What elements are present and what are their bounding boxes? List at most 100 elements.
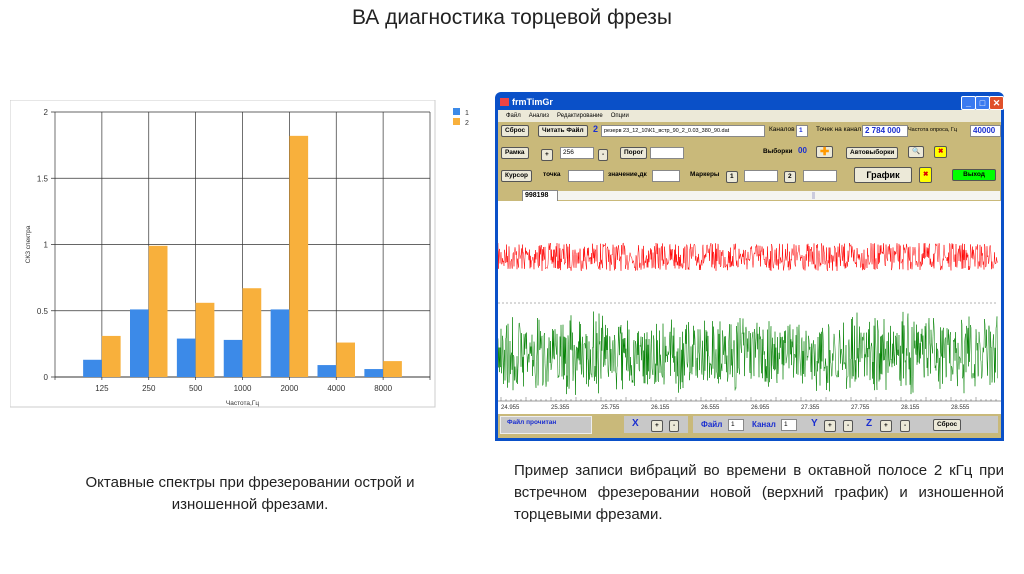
maximize-button[interactable]: □ [975, 96, 990, 110]
z-plus-button[interactable]: + [880, 420, 892, 432]
zoom-icon[interactable]: 🔍 [908, 146, 925, 158]
minimize-button[interactable]: _ [961, 96, 976, 110]
frame-plus-button[interactable]: + [541, 149, 553, 161]
y-tick-label: 1 [44, 241, 49, 250]
clear-graph-icon[interactable]: ✖ [919, 167, 933, 183]
add-sample-button[interactable]: ✚ [816, 146, 834, 158]
file-spinner[interactable]: 1 [728, 419, 744, 431]
channels-label: Каналов [769, 126, 795, 133]
file-label: Файл [701, 420, 723, 429]
graph-button[interactable]: График [854, 167, 912, 183]
frame-minus-button[interactable]: - [598, 149, 609, 161]
x-minus-button[interactable]: - [669, 420, 680, 432]
bar-s1-1000 [223, 339, 243, 377]
bar-s2-8000 [383, 361, 402, 377]
bar-s2-4000 [336, 342, 355, 377]
x-plus-button[interactable]: + [651, 420, 663, 432]
scale-reset-button[interactable]: Сброс [933, 419, 962, 431]
menu-options[interactable]: Опции [610, 113, 629, 119]
read-file-button[interactable]: Читать Файл [538, 125, 588, 137]
bar-s2-125 [101, 335, 121, 377]
x-tick-label: 1000 [234, 384, 252, 393]
upper-signal-trace [498, 242, 998, 272]
slide-title: ВА диагностика торцевой фрезы [351, 6, 673, 29]
marker1-input[interactable] [744, 170, 778, 182]
rate-label: Частота опроса, Гц [908, 127, 958, 133]
bar-s2-1000 [242, 288, 262, 377]
x-tick-label: 125 [95, 384, 109, 393]
time-tick-label: 27.755 [851, 405, 870, 411]
horizontal-scrollbar[interactable] [558, 191, 1000, 200]
x-label: X [632, 418, 639, 429]
legend-swatch-1 [453, 108, 460, 115]
bar-s1-500 [176, 338, 196, 377]
x-tick-label: 250 [142, 384, 156, 393]
frame-input[interactable]: 256 [560, 147, 594, 159]
y-axis-label: СКЗ спектра [25, 225, 32, 263]
menu-edit[interactable]: Редактирование [557, 113, 603, 119]
time-tick-label: 24.955 [501, 405, 520, 411]
point-label: точка [543, 171, 561, 178]
app-window: frmTimGr _ □ ✕ Файл Анализ Редактирование О… [495, 92, 1004, 441]
value-input[interactable] [652, 170, 680, 182]
status-text: Файл прочитан [507, 419, 557, 426]
bar-s2-2000 [289, 135, 309, 377]
z-minus-button[interactable]: - [900, 420, 911, 432]
menu-analysis[interactable]: Анализ [528, 113, 550, 119]
file-number: 2 [593, 124, 599, 134]
time-tick-label: 26.555 [701, 405, 720, 411]
bar-s1-250 [130, 309, 149, 377]
cursor-button[interactable]: Курсор [501, 170, 533, 182]
bar-s2-500 [195, 302, 215, 377]
threshold-button[interactable]: Порог [620, 147, 648, 159]
bar-chart: 0 0.5 1 1.5 2 125 250 500 1000 2000 4000 8000 Частот… [10, 100, 469, 408]
time-tick-label: 25.755 [601, 405, 620, 411]
window-title: frmTimGr [512, 97, 553, 107]
app-icon [500, 98, 509, 106]
x-tick-label: 4000 [327, 384, 345, 393]
client-area: Файл Анализ Редактирование Опции Сброс Чита… [498, 110, 1001, 438]
x-axis-label: Частота,Гц [226, 400, 259, 407]
x-tick-label: 2000 [280, 384, 298, 393]
frame-button[interactable]: Рамка [501, 147, 529, 159]
autosamples-button[interactable]: Автовыборки [846, 147, 899, 159]
threshold-input[interactable] [650, 147, 684, 159]
y-tick-label: 0 [44, 373, 49, 382]
marker2-button[interactable]: 2 [784, 171, 796, 183]
bar-s1-125 [83, 359, 102, 377]
legend-swatch-2 [453, 118, 460, 125]
yz-panel: Файл 1 Канал 1 Y + - Z + - Сброс [693, 416, 998, 433]
channel-spinner[interactable]: 1 [781, 419, 797, 431]
bar-s2-250 [148, 245, 168, 377]
samples-label: Выборки [763, 148, 793, 155]
file-select[interactable]: резерв 23_12_10\К1_встр_90_2_0.03_380_90… [601, 125, 765, 137]
menu-file[interactable]: Файл [506, 113, 521, 119]
menu-bar: Файл Анализ Редактирование Опции [498, 110, 1001, 122]
marker1-button[interactable]: 1 [726, 171, 738, 183]
channels-value: 1 [796, 125, 808, 137]
bar-s1-4000 [317, 365, 337, 377]
close-button[interactable]: ✕ [989, 96, 1004, 110]
y-minus-button[interactable]: - [843, 420, 854, 432]
caption-right: Пример записи вибраций во времени в окта… [514, 462, 1004, 523]
y-label: Y [811, 418, 818, 429]
y-tick-label: 2 [44, 108, 49, 117]
clear-samples-icon[interactable]: ✖ [934, 146, 948, 158]
bar-s1-2000 [270, 309, 290, 377]
legend-label-1: 1 [465, 110, 469, 117]
y-plus-button[interactable]: + [824, 420, 836, 432]
scrollbar-thumb[interactable] [812, 192, 815, 199]
rate-value: 40000 [970, 125, 1001, 137]
samples-value: 00 [798, 146, 807, 155]
reset-button[interactable]: Сброс [501, 125, 530, 137]
point-input[interactable] [568, 170, 604, 182]
lower-signal-trace [498, 311, 998, 395]
exit-button[interactable]: Выход [952, 169, 996, 181]
status-panel: Файл прочитан [500, 416, 592, 434]
bar-s1-8000 [364, 369, 384, 377]
time-tick-label: 26.955 [751, 405, 770, 411]
marker2-input[interactable] [803, 170, 837, 182]
time-tick-label: 26.155 [651, 405, 670, 411]
caption-left: Октавные спектры при фрезеровании острой… [85, 474, 415, 513]
signal-plot: 24.955 25.355 25.755 26.155 26.555 26.955 27.3… [498, 201, 1001, 414]
